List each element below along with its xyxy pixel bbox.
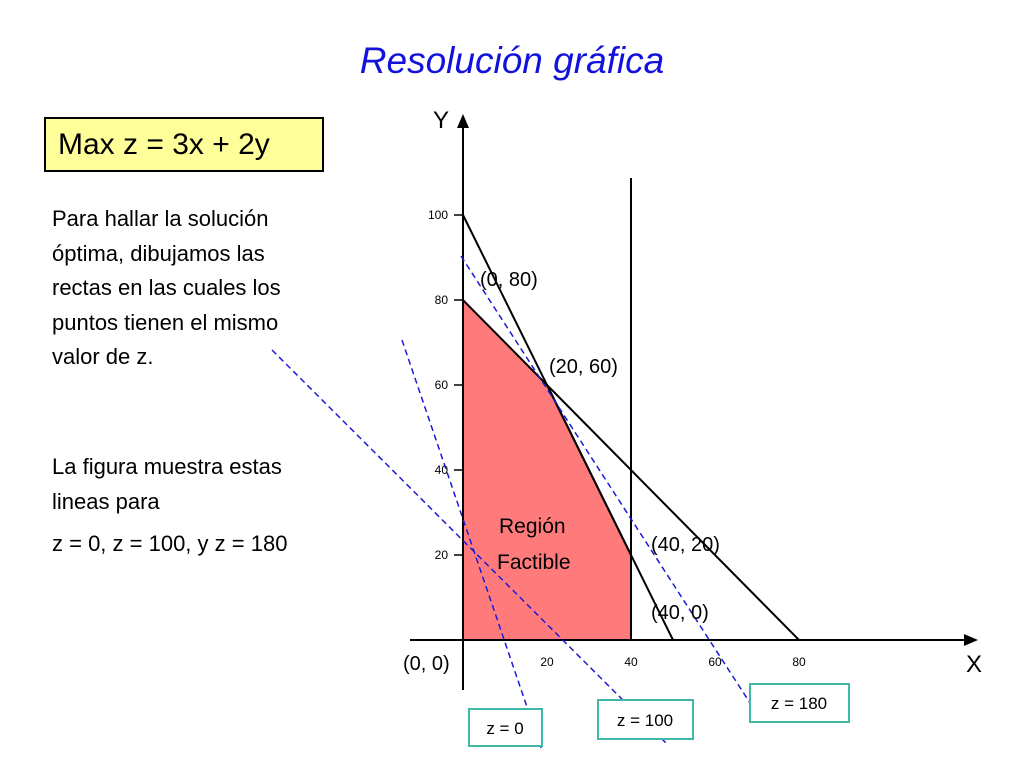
z-values-list: z = 0, z = 100, y z = 180 (52, 531, 288, 556)
objective-function-box: Max z = 3x + 2y (44, 117, 324, 172)
x-tick-label: 20 (540, 655, 554, 669)
objective-function-text: Max z = 3x + 2y (58, 128, 270, 161)
region-label-line: Región (499, 515, 566, 538)
y-tick-label: 80 (435, 293, 449, 307)
x-tick-label: 80 (792, 655, 806, 669)
constraint-line-1 (462, 214, 674, 641)
y-tick-label: 100 (428, 208, 448, 222)
x-tick-label: 60 (708, 655, 722, 669)
iso-line-z0 (401, 339, 542, 749)
y-axis-ticks (454, 214, 463, 556)
page-title: Resolución gráfica (359, 40, 665, 81)
y-axis-arrow (457, 114, 469, 128)
region-label-line: Factible (497, 551, 571, 574)
y-tick-label: 20 (435, 548, 449, 562)
point-label-20-60: (20, 60) (549, 356, 618, 378)
z0-label-box: z = 0 (468, 708, 543, 747)
z180-label: z = 180 (771, 694, 827, 713)
y-tick-label: 60 (435, 378, 449, 392)
z100-label: z = 100 (617, 711, 673, 730)
figure-description: La figura muestra estas lineas para (52, 454, 282, 514)
x-tick-label: 40 (624, 655, 638, 669)
point-label-0-80: (0, 80) (480, 269, 538, 291)
x-axis-label: X (966, 651, 982, 678)
region-label: Región Factible (497, 515, 571, 574)
z100-label-box: z = 100 (597, 699, 694, 740)
z0-label: z = 0 (486, 719, 523, 738)
z180-label-box: z = 180 (749, 683, 850, 723)
y-axis-label: Y (433, 107, 449, 134)
point-label-40-0: (40, 0) (651, 602, 709, 624)
point-label-40-20: (40, 20) (651, 534, 720, 556)
iso-line-z100 (271, 349, 669, 746)
feasible-region (462, 297, 632, 641)
constraint-line-2 (546, 384, 800, 641)
y-tick-label: 40 (435, 463, 449, 477)
x-axis-arrow (964, 634, 978, 646)
point-label-origin: (0, 0) (403, 653, 450, 675)
explanation-paragraph: Para hallar la solución óptima, dibujamo… (52, 206, 281, 369)
